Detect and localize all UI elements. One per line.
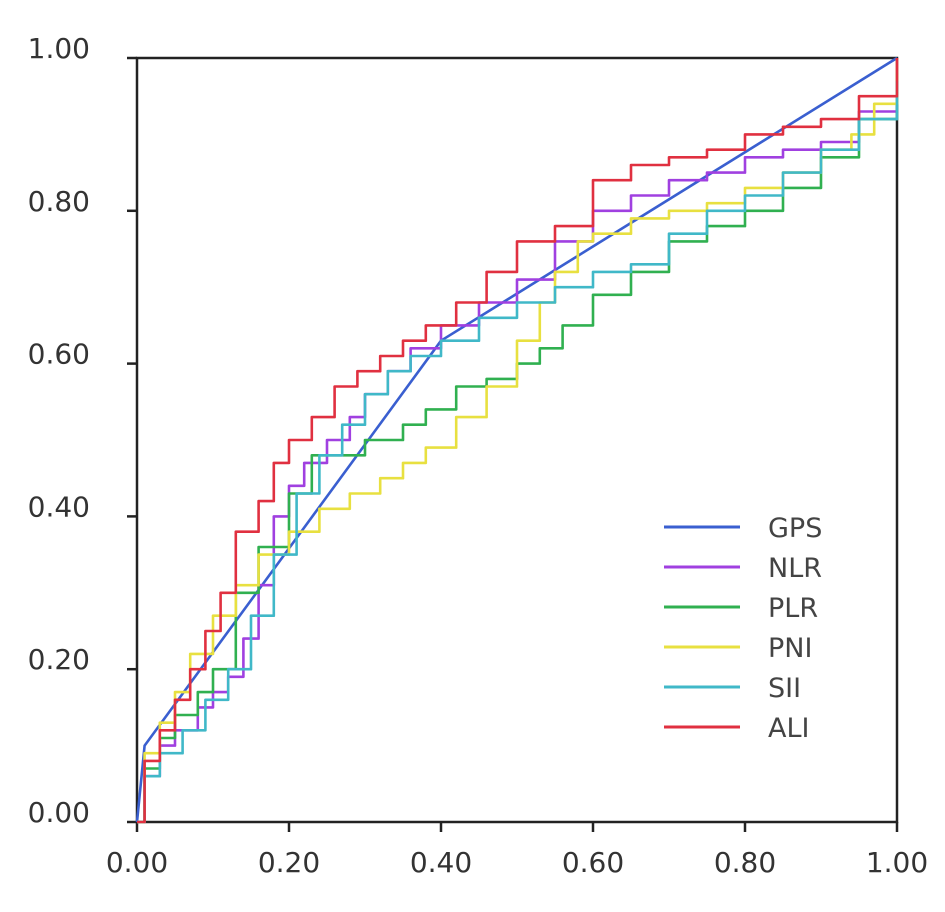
y-tick-label: 0.40 (28, 490, 90, 523)
x-tick-label: 1.00 (866, 846, 928, 879)
x-tick-label: 0.20 (258, 846, 320, 879)
series-line-sii (137, 80, 899, 824)
series-line-plr (137, 73, 899, 824)
legend-label-ali: ALI (768, 713, 809, 744)
y-tick-label: 0.80 (28, 185, 90, 218)
y-tick-label: 1.00 (28, 32, 90, 65)
plot-frame (135, 56, 899, 824)
legend: GPS NLR PLR PNI SII ALI (664, 513, 822, 744)
series-line-pni (137, 58, 899, 824)
series-line-ali (137, 58, 899, 824)
x-tick-label: 0.60 (562, 846, 624, 879)
x-tick-label: 0.00 (106, 846, 168, 879)
x-tick-label: 0.40 (410, 846, 472, 879)
x-tick-label: 0.80 (714, 846, 776, 879)
axis-ticks: 0.00 0.20 0.40 0.60 0.80 1.00 0.00 0.20 0.40 0.60… (28, 32, 929, 879)
legend-label-gps: GPS (768, 513, 822, 544)
legend-label-nlr: NLR (768, 553, 822, 584)
series-line-gps (135, 56, 898, 823)
y-tick-label: 0.20 (28, 643, 90, 676)
legend-label-sii: SII (768, 673, 801, 704)
y-tick-label: 0.60 (28, 338, 90, 371)
y-tick-label: 0.00 (28, 796, 90, 829)
series-lines (135, 56, 899, 824)
legend-label-plr: PLR (768, 593, 818, 624)
legend-label-pni: PNI (768, 633, 812, 664)
